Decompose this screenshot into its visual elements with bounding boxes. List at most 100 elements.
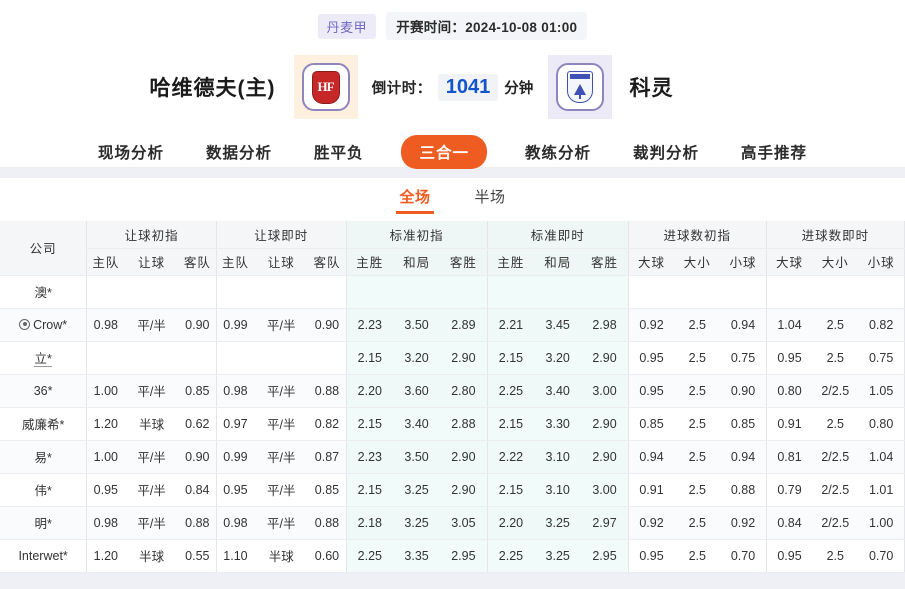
company-label: 威廉希* [21, 418, 65, 432]
header-group-5: 进球数即时 [766, 221, 905, 249]
odds-cell: 2.5 [674, 539, 721, 573]
nav-tab-3[interactable]: 三合一 [401, 135, 487, 169]
odds-cell: 0.60 [308, 539, 347, 573]
row-company-8[interactable]: Interwet* [0, 539, 88, 573]
odds-cell: 2.25 [487, 374, 535, 408]
table-row[interactable]: 立* 2.15 3.20 2.90 2.15 3.20 2.90 0.95 2.5 0.75 0.9… [0, 341, 905, 375]
kickoff-label: 开赛时间： [396, 20, 466, 35]
odds-cell: 2.5 [674, 506, 721, 540]
header-sub-0-0: 主队 [86, 248, 125, 276]
odds-cell: 0.99 [216, 308, 255, 342]
odds-cell: 3.40 [534, 374, 582, 408]
countdown-value: 1041 [437, 73, 499, 101]
odds-cell: 3.00 [581, 473, 629, 507]
header-sub-2-0: 主胜 [346, 248, 394, 276]
table-row[interactable]: 易* 1.00 平/半 0.90 0.99 平/半 0.87 2.23 3.50 2.90 2.22… [0, 440, 905, 474]
odds-cell: 2/2.5 [812, 440, 859, 474]
odds-cell: 0.84 [766, 506, 813, 540]
odds-cell: 平/半 [254, 440, 309, 474]
odds-cell: 0.95 [216, 473, 255, 507]
nav-tab-4[interactable]: 教练分析 [525, 145, 592, 162]
odds-table-head: 公司 让球初指 让球即时 标准初指 标准即时 进球数初指 进球数即时 主队 让球 客队 主队 让球客… [0, 221, 905, 276]
odds-cell: 0.62 [178, 407, 217, 441]
odds-cell: 2.80 [440, 374, 488, 408]
odds-cell: 2/2.5 [812, 506, 859, 540]
odds-cell: 2.23 [346, 440, 394, 474]
odds-cell: 0.95 [86, 473, 125, 507]
period-sub-tabs: 全场 半场 [0, 178, 905, 221]
nav-tab-1[interactable]: 数据分析 [205, 145, 272, 162]
row-company-5[interactable]: 易* [0, 440, 88, 474]
odds-cell: 0.98 [86, 308, 125, 342]
table-row[interactable]: Crow* 0.98 平/半 0.90 0.99 平/半 0.90 2.23 3.50 2.89 2… [0, 308, 905, 342]
odds-cell: 1.20 [86, 539, 125, 573]
header-sub-3-1: 和局 [534, 248, 582, 276]
odds-cell: 3.25 [393, 506, 441, 540]
odds-cell: 平/半 [254, 473, 309, 507]
odds-cell [581, 275, 629, 309]
odds-cell [720, 275, 767, 309]
odds-card: 全场 半场 公司 让球初指 让球即时 标准初指 标准即时 进球数初指 进球数即时 主队 让球 客队… [0, 178, 905, 573]
odds-cell: 平/半 [254, 374, 309, 408]
odds-cell: 2.5 [674, 308, 721, 342]
odds-cell [674, 275, 721, 309]
odds-cell [308, 341, 347, 375]
table-row[interactable]: 威廉希* 1.20 半球 0.62 0.97 平/半 0.82 2.15 3.40 2.88 2.1… [0, 407, 905, 441]
odds-cell: 0.70 [858, 539, 905, 573]
odds-cell: 平/半 [254, 407, 309, 441]
odds-cell: 2.5 [674, 341, 721, 375]
odds-cell: 0.88 [308, 506, 347, 540]
odds-cell: 3.45 [534, 308, 582, 342]
odds-cell: 平/半 [254, 308, 309, 342]
odds-cell: 0.55 [178, 539, 217, 573]
odds-cell: 3.00 [581, 374, 629, 408]
row-company-2[interactable]: 立* [0, 341, 88, 375]
odds-cell: 3.10 [534, 440, 582, 474]
odds-cell: 2.5 [674, 473, 721, 507]
odds-cell: 0.92 [628, 506, 675, 540]
odds-cell [86, 341, 125, 375]
odds-cell: 0.85 [720, 407, 767, 441]
odds-cell: 平/半 [254, 506, 309, 540]
odds-cell [440, 275, 488, 309]
odds-cell: 平/半 [124, 440, 179, 474]
table-row[interactable]: 澳* [0, 275, 905, 309]
odds-cell: 3.40 [393, 407, 441, 441]
header-sub-3-2: 客胜 [581, 248, 629, 276]
row-company-7[interactable]: 明* [0, 506, 88, 540]
odds-cell: 0.98 [86, 506, 125, 540]
odds-cell: 2.90 [581, 440, 629, 474]
odds-cell: 2.20 [487, 506, 535, 540]
table-row[interactable]: 伟* 0.95 平/半 0.84 0.95 平/半 0.85 2.15 3.25 2.90 2.15… [0, 473, 905, 507]
kickoff-time: 2024-10-08 01:00 [465, 20, 578, 35]
odds-sub-header-row: 主队 让球 客队 主队 让球 客队 主胜 和局 客胜 主胜 和局 客胜 大球 大小 小球 大球 大小 小球 [0, 248, 905, 276]
odds-cell: 0.82 [308, 407, 347, 441]
header-group-4: 进球数初指 [628, 221, 767, 249]
row-company-1[interactable]: Crow* [0, 308, 88, 342]
nav-tab-0[interactable]: 现场分析 [97, 145, 164, 162]
odds-cell: 0.94 [720, 308, 767, 342]
odds-cell: 0.70 [720, 539, 767, 573]
nav-tab-6[interactable]: 高手推荐 [741, 145, 808, 162]
countdown-label: 倒计时： [371, 80, 432, 97]
row-company-3[interactable]: 36* [0, 374, 88, 408]
table-row[interactable]: 36* 1.00 平/半 0.85 0.98 平/半 0.88 2.20 3.60 2.80 2.2… [0, 374, 905, 408]
header-sub-1-1: 让球 [254, 248, 309, 276]
odds-cell: 0.98 [216, 506, 255, 540]
row-company-4[interactable]: 威廉希* [0, 407, 88, 441]
odds-cell: 0.88 [720, 473, 767, 507]
odds-cell: 0.91 [628, 473, 675, 507]
sub-tab-0[interactable]: 全场 [396, 186, 434, 214]
table-row[interactable]: 明* 0.98 平/半 0.88 0.98 平/半 0.88 2.18 3.25 3.05 2.20… [0, 506, 905, 540]
odds-cell: 2.5 [674, 407, 721, 441]
sub-tab-1[interactable]: 半场 [474, 188, 506, 206]
row-company-0[interactable]: 澳* [0, 275, 88, 309]
nav-tab-2[interactable]: 胜平负 [313, 145, 364, 162]
odds-cell: 0.90 [178, 440, 217, 474]
odds-cell: 0.94 [720, 440, 767, 474]
row-company-6[interactable]: 伟* [0, 473, 88, 507]
nav-tab-5[interactable]: 裁判分析 [633, 145, 700, 162]
odds-cell: 2.15 [346, 473, 394, 507]
table-row[interactable]: Interwet* 1.20 半球 0.55 1.10 半球 0.60 2.25 3.35 2.9… [0, 539, 905, 573]
countdown-unit: 分钟 [504, 80, 534, 97]
